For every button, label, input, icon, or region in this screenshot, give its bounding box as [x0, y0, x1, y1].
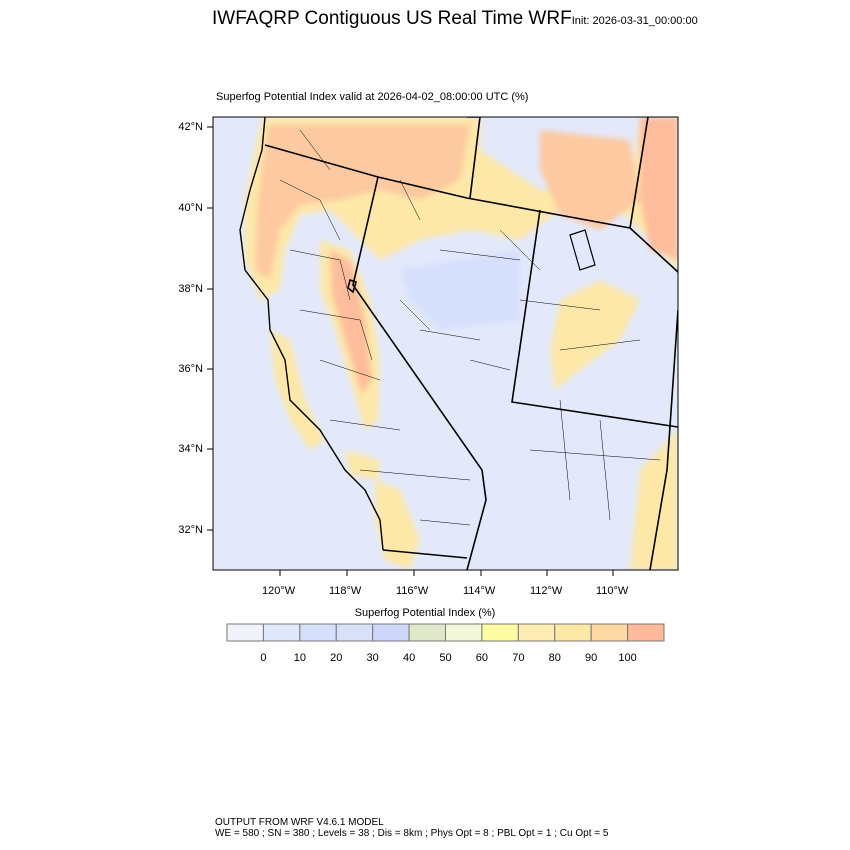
lon-tick-label: 118°W: [329, 585, 362, 597]
lon-tick-label: 110°W: [596, 585, 629, 597]
colorbar-tick-label: 10: [293, 652, 306, 664]
lat-tick-label: 38°N: [178, 283, 203, 295]
colorbar-swatch: [481, 623, 519, 642]
colorbar-swatch: [554, 623, 592, 642]
county-lines: [279, 129, 661, 526]
colorbar-tick-label: 0: [260, 652, 267, 664]
colorbar-swatch: [335, 623, 374, 642]
plot-subtitle: Superfog Potential Index valid at 2026-0…: [216, 91, 529, 103]
colorbar-tick-label: 50: [439, 652, 452, 664]
colorbar-tick-label: 30: [366, 652, 379, 664]
colorbar-swatch: [627, 623, 665, 642]
lat-tick-label: 34°N: [178, 443, 203, 455]
colorbar-swatch: [262, 623, 301, 642]
colorbar-swatch: [226, 623, 264, 642]
lat-tick-label: 36°N: [178, 363, 203, 375]
colorbar-swatch: [590, 623, 629, 642]
colorbar-swatch: [445, 623, 483, 642]
lat-tick-label: 32°N: [178, 524, 203, 536]
colorbar-swatch: [299, 623, 337, 642]
colorbar-tick-label: 60: [475, 652, 489, 664]
map-frame: [212, 116, 679, 571]
map-field: [213, 117, 678, 570]
colorbar-swatch: [517, 623, 556, 642]
lat-tick-label: 40°N: [178, 202, 203, 214]
colorbar-tick-label: 70: [512, 652, 525, 664]
colorbar-swatch: [372, 623, 410, 642]
colorbar-tick-label: 20: [330, 652, 343, 664]
lon-tick-label: 120°W: [262, 585, 296, 597]
title-text: IWFAQRP Contiguous US Real Time WRF: [212, 8, 572, 29]
init-time: Init: 2026-03-31_00:00:00: [571, 15, 698, 27]
colorbar-tick-label: 80: [548, 652, 561, 664]
colorbar-tick-label: 40: [402, 652, 416, 664]
colorbar-tick-label: 100: [618, 652, 637, 664]
footer-options: WE = 580 ; SN = 380 ; Levels = 38 ; Dis …: [215, 828, 609, 839]
lon-tick-label: 114°W: [463, 585, 496, 597]
figure-title: IWFAQRP Contiguous US Real Time WRFInit:…: [212, 8, 698, 30]
lat-labels: 42°N 40°N 38°N 36°N 34°N 32°N: [150, 121, 203, 541]
colorbar-title: Superfog Potential Index (%): [354, 607, 496, 619]
colorbar: [226, 623, 665, 642]
lon-tick-label: 116°W: [396, 585, 429, 597]
state-borders: [239, 117, 678, 570]
lat-tick-label: 42°N: [178, 121, 203, 133]
colorbar-tick-label: 90: [585, 652, 598, 664]
footer-model: OUTPUT FROM WRF V4.6.1 MODEL: [215, 817, 384, 828]
colorbar-swatch: [408, 623, 447, 642]
lon-tick-label: 112°W: [530, 585, 563, 597]
